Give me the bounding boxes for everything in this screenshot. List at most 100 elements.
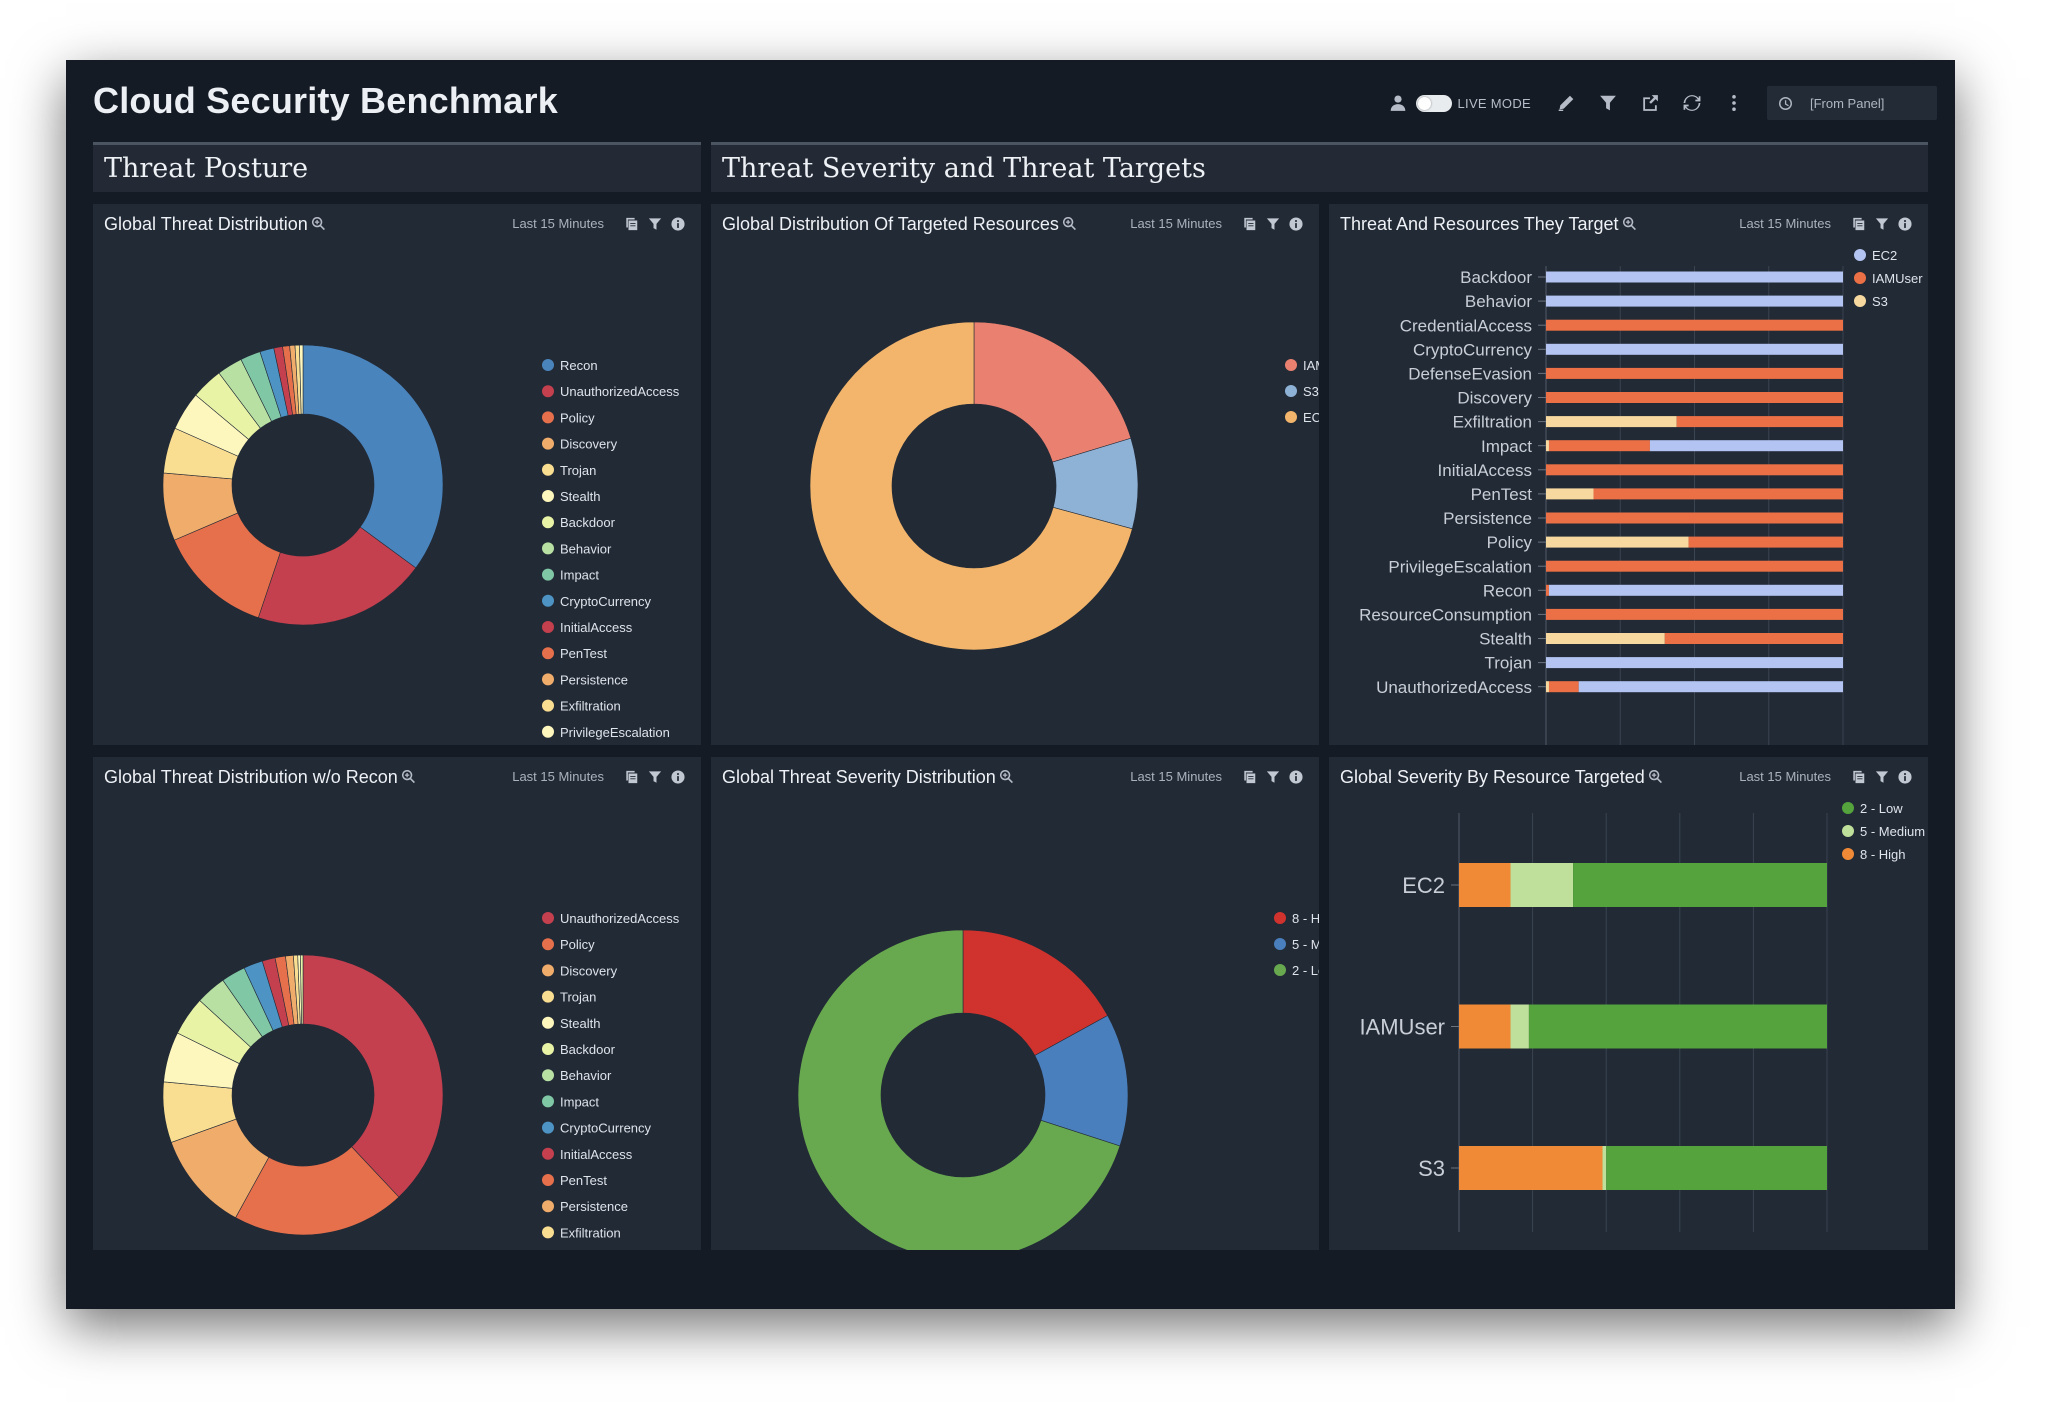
filter-icon[interactable] [1266,770,1280,784]
legend-label-5-medium: 5 - Medium [1292,937,1319,952]
pie-slice-recon [302,344,444,569]
category-label-defenseevasion: DefenseEvasion [1408,365,1532,384]
legend-marker-behavior [542,542,554,555]
copy-icon[interactable] [1243,770,1257,784]
zoom-icon[interactable] [401,768,416,784]
legend-marker-exfiltration [542,1226,554,1239]
dashboard-window: Cloud Security Benchmark LIVE MODE [66,60,1955,1309]
legend-label-trojan: Trojan [560,990,596,1005]
legend-marker-impact [542,568,554,581]
filter-icon[interactable] [1266,217,1280,231]
zoom-icon[interactable] [999,768,1014,784]
more-icon[interactable] [1724,93,1744,113]
bar-policy-s3 [1546,536,1689,548]
legend-marker-s3 [1854,295,1866,307]
legend-marker-unauthorizedaccess [542,912,554,924]
dashboard-title: Cloud Security Benchmark [93,80,558,121]
bar-iamuser-8-high [1459,1004,1511,1049]
legend-label-pentest: PenTest [560,646,607,661]
panel-controls: Last 15 Minutes [1130,769,1303,784]
clock-icon [1779,96,1792,110]
info-icon[interactable] [671,216,685,231]
copy-icon[interactable] [1243,217,1257,231]
info-icon[interactable] [671,769,685,784]
filter-icon[interactable] [1875,217,1889,231]
copy-icon[interactable] [625,770,639,784]
legend-label-backdoor: Backdoor [560,515,616,530]
pie-slice-credentialaccess [300,954,304,1025]
zoom-icon[interactable] [1622,215,1637,231]
legend-marker-discovery [542,964,554,977]
legend-marker-impact [542,1095,554,1108]
pie-slice-unauthorizedaccess [302,954,444,1198]
legend-label-ec2: EC2 [1303,410,1319,425]
legend-label-unauthorizedaccess: UnauthorizedAccess [560,911,680,926]
category-label-unauthorizedaccess: UnauthorizedAccess [1376,678,1532,697]
legend-label-discovery: Discovery [560,963,618,978]
legend-marker-policy [542,411,554,424]
legend-marker-cryptocurrency [542,1121,554,1134]
time-range-value: [From Panel] [1810,95,1885,111]
pie-slice-privilegeescalation [299,344,304,415]
legend-label-behavior: Behavior [560,1068,612,1083]
legend-label-persistence: Persistence [560,672,628,687]
bar-iamuser-5-medium [1510,1004,1529,1049]
filter-icon[interactable] [648,217,662,231]
panel-title-text: Global Distribution Of Targeted Resource… [722,214,1059,234]
time-range-selector[interactable]: [From Panel] [1767,86,1937,120]
copy-icon[interactable] [625,217,639,231]
category-label-cryptocurrency: CryptoCurrency [1413,340,1533,359]
zoom-icon[interactable] [311,215,326,231]
panel-time-range: Last 15 Minutes [1130,216,1222,231]
info-icon[interactable] [1898,769,1912,784]
bar-recon-iamuser [1546,584,1549,596]
legend-label-initialaccess: InitialAccess [560,620,633,635]
bar-impact-ec2 [1649,440,1843,452]
legend-label-iamuser: IAMUser [1303,358,1319,373]
legend-marker-ec2 [1854,249,1866,261]
category-label-behavior: Behavior [1465,292,1532,311]
filter-icon[interactable] [648,770,662,784]
pie-slice-policy [235,1146,400,1236]
category-label-recon: Recon [1483,581,1532,600]
info-icon[interactable] [1289,769,1303,784]
category-label-persistence: Persistence [1443,509,1532,528]
panel-time-range: Last 15 Minutes [1739,769,1831,784]
legend-marker-5-medium [1842,825,1854,837]
bar-defenseevasion-iamuser [1546,367,1843,379]
panel-targeted-resources: Global Distribution Of Targeted Resource… [711,204,1319,745]
refresh-icon[interactable] [1682,93,1702,113]
copy-icon[interactable] [1852,217,1866,231]
bar-recon-ec2 [1548,584,1843,596]
bar-s3-8-high [1459,1146,1603,1190]
zoom-icon[interactable] [1062,215,1077,231]
panel-title: Global Severity By Resource Targeted [1340,767,1663,788]
legend-label-stealth: Stealth [560,1016,600,1031]
panel-controls: Last 15 Minutes [512,216,685,231]
legend-label-2-low: 2 - Low [1292,963,1319,978]
info-icon[interactable] [1289,216,1303,231]
legend-label-impact: Impact [560,1094,599,1109]
panel-title-text: Global Threat Distribution [104,214,308,234]
panel-title: Threat And Resources They Target [1340,214,1637,235]
panel-title: Global Threat Distribution w/o Recon [104,767,416,788]
filter-icon[interactable] [1875,770,1889,784]
legend-marker-backdoor [542,1043,554,1055]
category-label-iamuser: IAMUser [1359,1014,1445,1039]
copy-icon[interactable] [1852,770,1866,784]
legend-label-initialaccess: InitialAccess [560,1147,633,1162]
legend-marker-iamuser [1285,359,1297,371]
info-icon[interactable] [1898,216,1912,231]
pencil-icon[interactable] [1556,93,1576,113]
bar-initialaccess-iamuser [1546,464,1843,476]
legend-label-backdoor: Backdoor [560,1042,616,1057]
bar-iamuser-2-low [1528,1004,1827,1049]
share-icon[interactable] [1640,93,1660,113]
legend-marker-trojan [542,990,554,1003]
user-icon[interactable] [1388,93,1408,113]
zoom-icon[interactable] [1648,768,1663,784]
legend-label-exfiltration: Exfiltration [560,1225,621,1240]
chart-threat-severity-distribution: 8 - High 5 - Medium 2 - Low [797,911,1319,1250]
filter-icon[interactable] [1598,93,1618,113]
live-mode-toggle[interactable] [1415,94,1452,112]
